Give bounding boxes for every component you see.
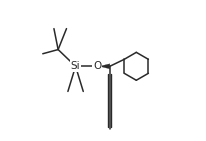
Text: Si: Si: [70, 61, 80, 71]
Text: O: O: [93, 61, 101, 71]
Polygon shape: [99, 64, 109, 69]
